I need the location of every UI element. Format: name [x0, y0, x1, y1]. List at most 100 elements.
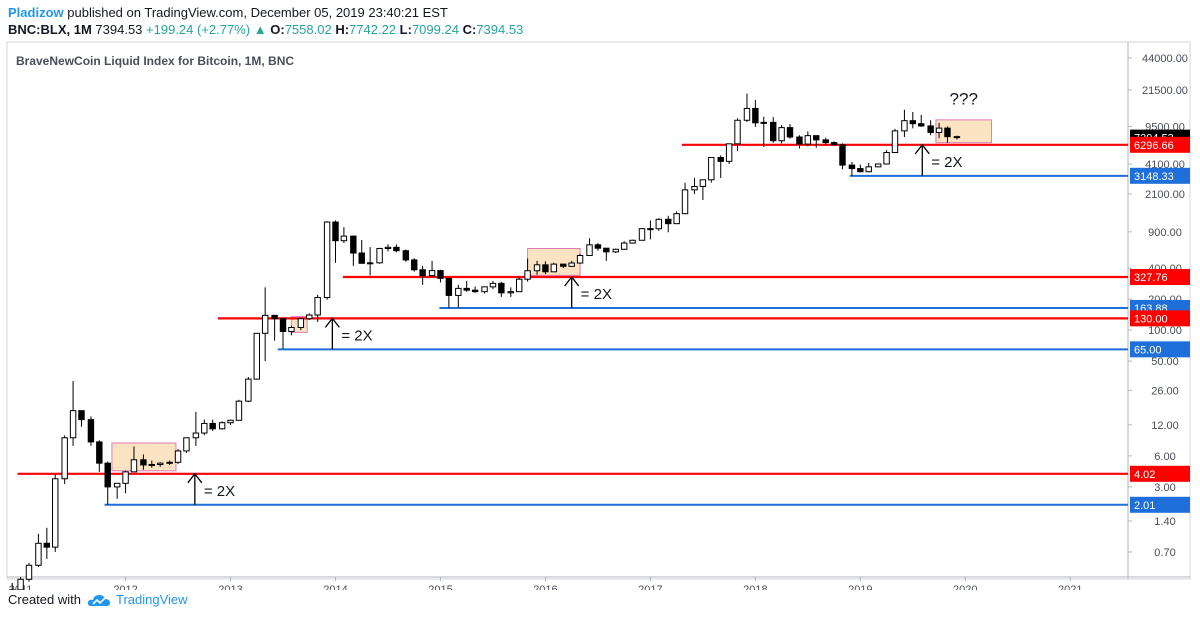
candle	[61, 435, 68, 485]
candle-body-down	[419, 269, 426, 277]
price-label-box	[1130, 341, 1190, 358]
candle-body-down	[594, 244, 602, 249]
candle	[463, 280, 470, 292]
candle	[35, 533, 42, 568]
candle-body-down	[332, 221, 339, 242]
candle-body-up	[122, 471, 129, 484]
double-annotation: = 2X	[931, 154, 962, 171]
candle-body-up	[192, 432, 200, 439]
candle-body-down	[665, 218, 672, 225]
candle-body-up	[245, 378, 252, 402]
candle-body-down	[796, 136, 803, 145]
candle	[909, 112, 917, 129]
price-chart[interactable]: BraveNewCoin Liquid Index for Bitcoin, 1…	[0, 0, 1200, 590]
y-tick-label: 50.00	[1151, 356, 1179, 368]
candle	[813, 135, 820, 148]
candle	[778, 125, 785, 144]
candle-body-down	[857, 168, 864, 173]
candle-body-up	[288, 326, 295, 332]
y-tick-label: 12.00	[1151, 420, 1179, 432]
candle	[804, 131, 812, 147]
price-label-text: 327.76	[1134, 272, 1168, 284]
y-tick-label: 1.40	[1154, 516, 1175, 528]
candle-body-up	[61, 437, 68, 480]
candle	[122, 470, 129, 494]
candle	[691, 177, 698, 194]
candle-body-up	[699, 179, 707, 187]
price-label-text: 130.00	[1134, 313, 1168, 325]
candle	[935, 122, 943, 139]
candle-body-up	[235, 400, 243, 421]
candle-body-up	[935, 127, 943, 133]
candle	[576, 253, 584, 264]
candle-body-up	[638, 228, 646, 241]
candle	[297, 318, 305, 331]
candle-body-up	[428, 270, 436, 277]
candle-body-up	[533, 264, 541, 272]
symbol-label: BNC:BLX, 1M	[8, 22, 92, 37]
candle-body-down	[953, 136, 961, 139]
published-text: published on TradingView.com, December 0…	[67, 5, 448, 20]
candle	[209, 419, 216, 431]
candle-body-up	[376, 247, 383, 264]
candle-body-up	[113, 482, 121, 488]
candle	[288, 325, 295, 336]
question-annotation: ???	[950, 90, 978, 109]
candle-body-down	[402, 250, 410, 261]
candle	[174, 449, 182, 465]
candle	[542, 261, 549, 275]
candle-body-up	[148, 463, 156, 466]
candle-body-down	[350, 235, 357, 254]
x-tick-label: 2018	[743, 584, 767, 590]
candle-body-up	[681, 189, 689, 215]
candle	[52, 474, 59, 552]
candle-body-down	[209, 422, 216, 430]
candle	[874, 163, 882, 168]
candle	[665, 215, 672, 233]
tradingview-brand[interactable]: TradingView	[116, 592, 188, 607]
candle-body-up	[507, 291, 515, 294]
candle	[419, 265, 426, 285]
y-tick-label: 0.70	[1154, 547, 1175, 559]
candle	[384, 244, 392, 252]
y-tick-label: 100.00	[1148, 325, 1182, 337]
candle	[883, 150, 890, 165]
x-tick-label: 2012	[113, 584, 137, 590]
candle-body-down	[411, 259, 418, 271]
candle-body-down	[813, 135, 820, 141]
candle-body-down	[393, 246, 400, 252]
price-label-box	[1130, 310, 1190, 327]
candle-body-up	[734, 119, 741, 145]
candle-body-up	[306, 314, 313, 320]
candle-body-down	[909, 120, 917, 125]
candle	[271, 314, 278, 341]
candle	[428, 260, 436, 278]
candle-body-up	[901, 120, 908, 132]
candle-body-up	[481, 286, 488, 293]
candle-body-up	[201, 422, 208, 434]
candle-body-up	[708, 157, 715, 181]
highlight-box	[111, 442, 177, 472]
candle	[647, 220, 654, 240]
candle	[332, 220, 339, 263]
candle	[358, 239, 365, 264]
author-name[interactable]: Pladizow	[8, 5, 64, 20]
candle-body-up	[612, 248, 619, 253]
candle-body-up	[25, 564, 33, 580]
candle	[402, 249, 410, 262]
up-arrow-icon	[187, 472, 203, 484]
candle-body-up	[52, 478, 59, 548]
high-value: 7742.22	[349, 22, 397, 37]
candle	[708, 157, 715, 183]
candle-body-up	[655, 218, 663, 230]
candle-body-down	[87, 419, 95, 443]
candle	[489, 280, 497, 290]
candle	[306, 313, 313, 321]
candle-body-up	[130, 459, 138, 473]
candle	[743, 93, 751, 122]
price-label-text: 65.00	[1134, 344, 1162, 356]
candle-body-down	[752, 107, 759, 124]
candle-body-down	[918, 123, 925, 127]
chart-frame	[6, 41, 1191, 580]
candle	[717, 155, 724, 178]
